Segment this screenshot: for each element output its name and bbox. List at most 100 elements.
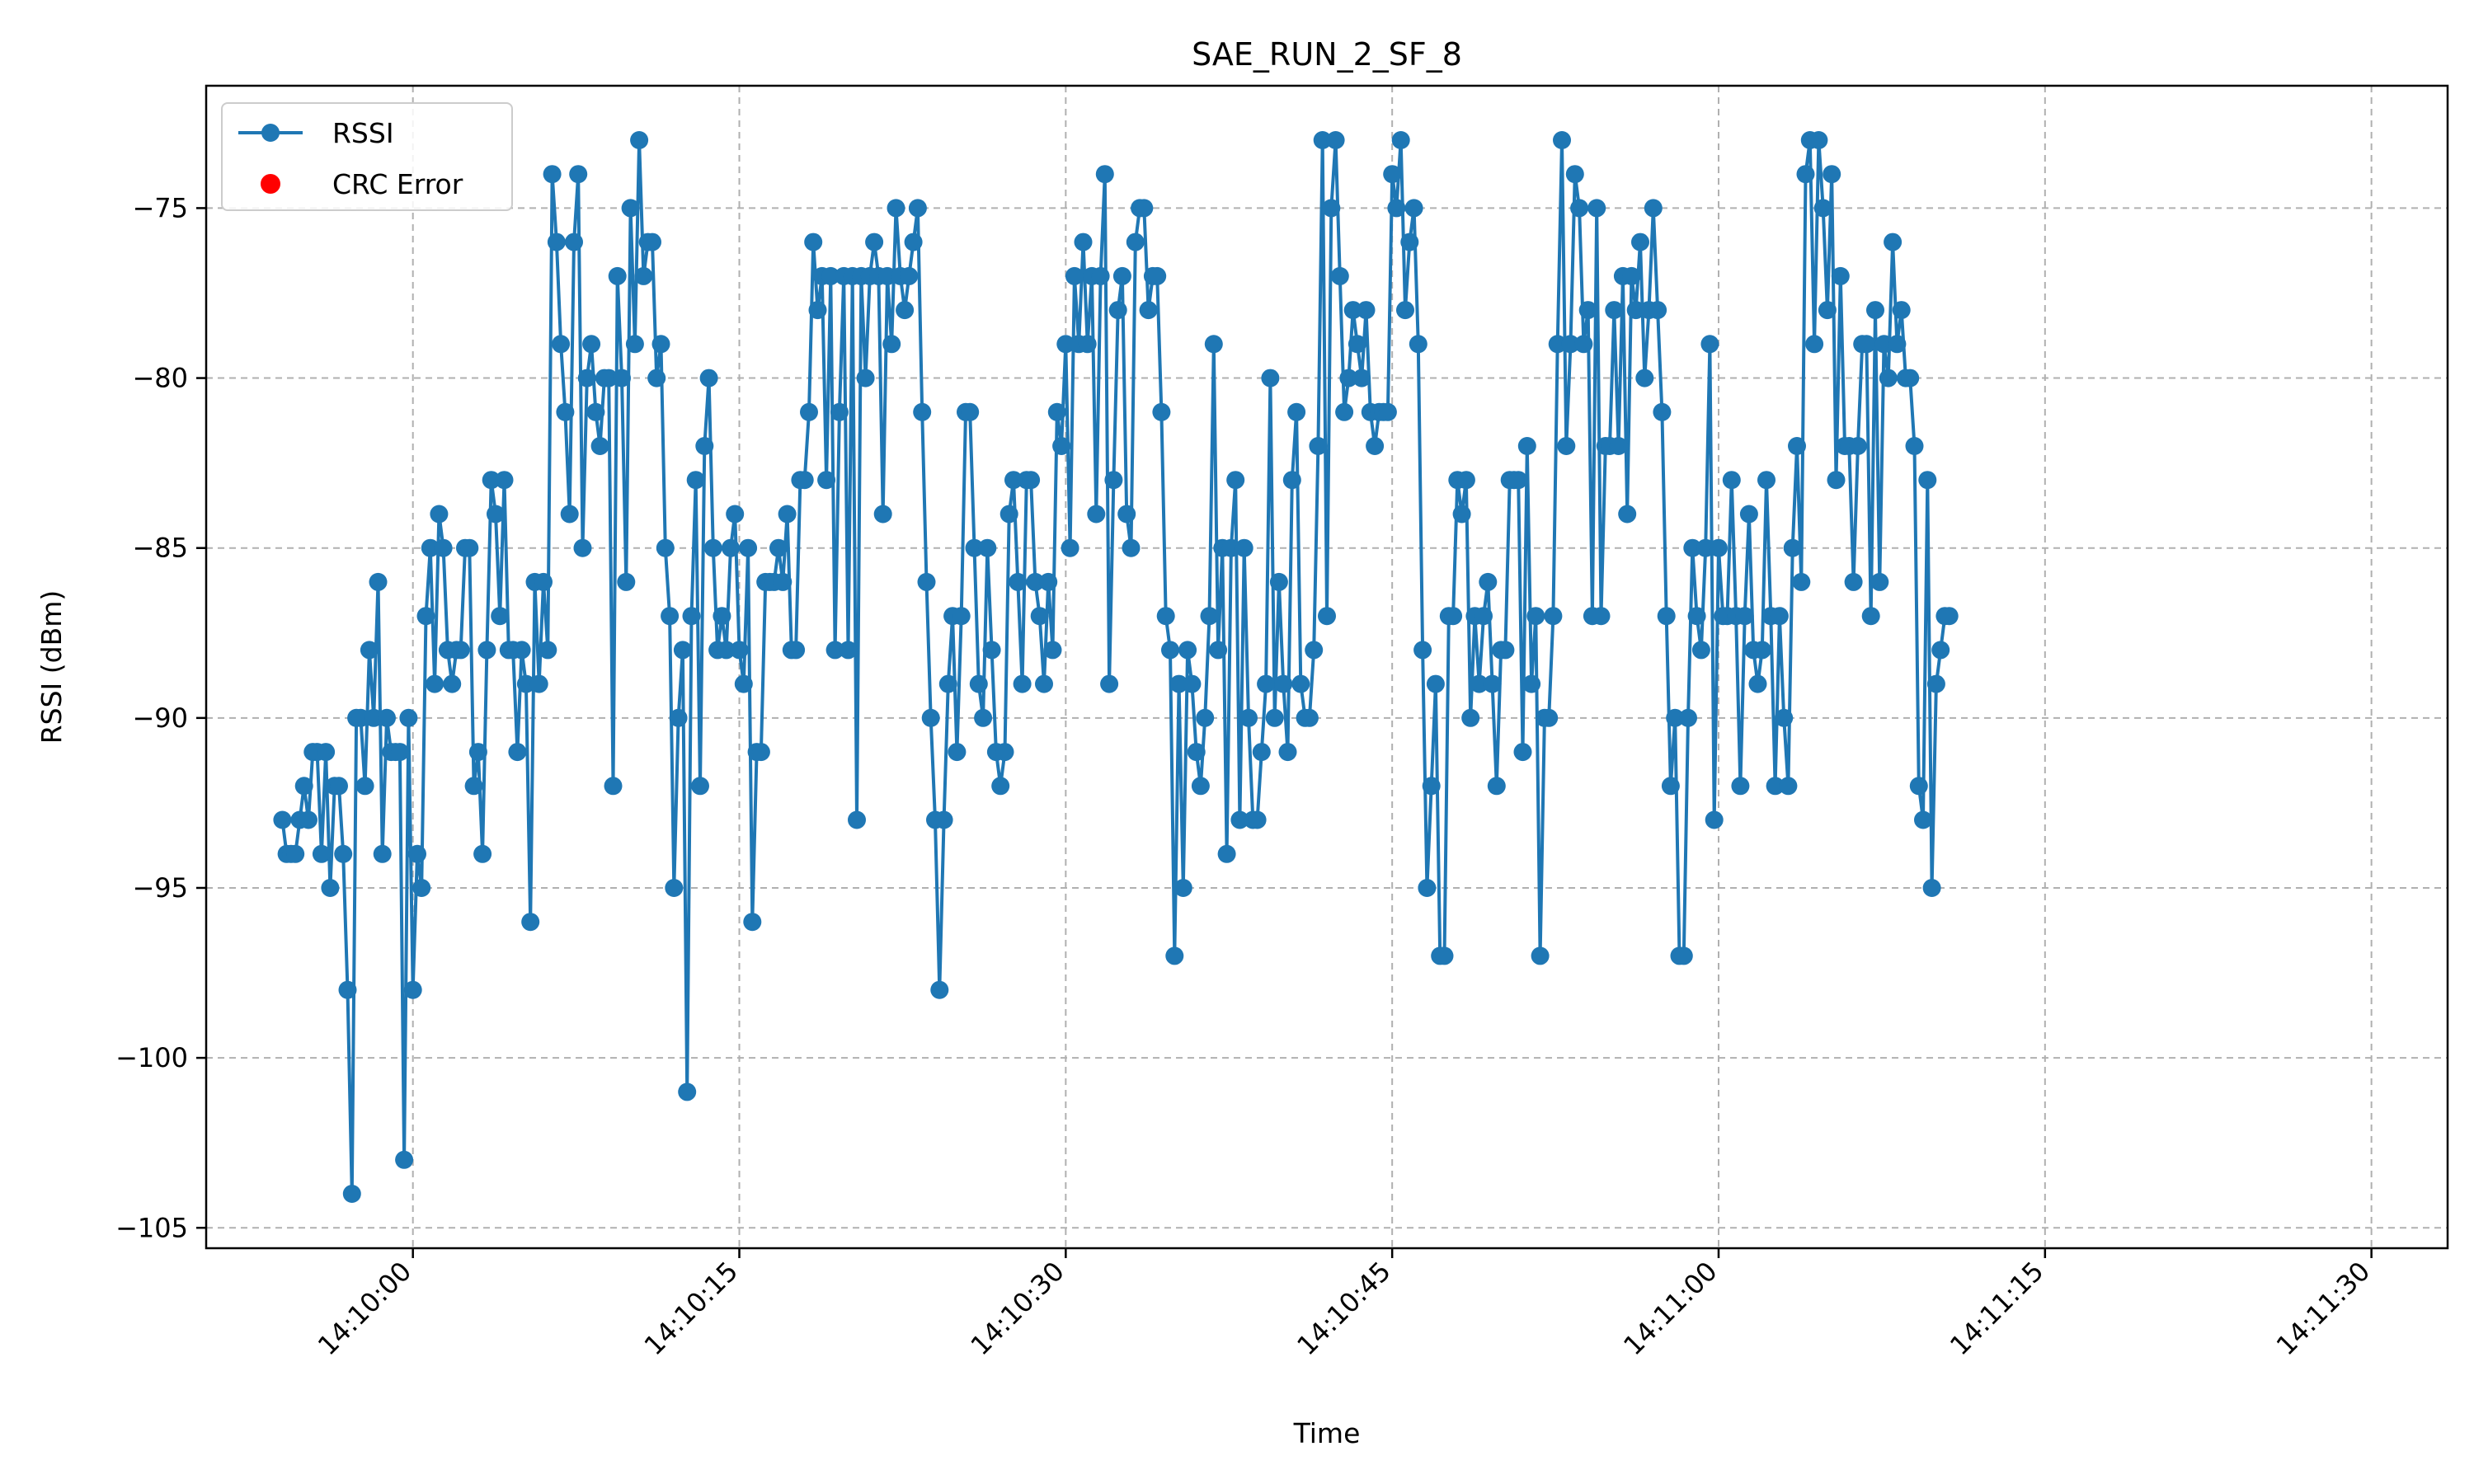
rssi-data-point [1161,641,1179,660]
rssi-data-point [896,301,915,320]
rssi-data-point [487,505,505,524]
rssi-data-point [1217,844,1236,863]
rssi-data-point [1731,777,1750,796]
rssi-data-point [1343,301,1362,320]
rssi-data-point [1278,743,1297,762]
rssi-data-point [1156,607,1175,626]
rssi-data-point [1479,572,1498,591]
rssi-data-point [882,335,901,354]
rssi-data-point [1674,946,1693,965]
rssi-data-point [856,369,875,387]
rssi-data-point [1413,641,1432,660]
rssi-data-point [1866,301,1884,320]
rssi-data-point [751,743,770,762]
rssi-data-point [969,674,988,693]
rssi-data-point [804,232,823,251]
rssi-data-point [1409,335,1427,354]
rssi-data-point [1322,199,1341,218]
rssi-data-point [1013,674,1032,693]
rssi-data-point [1291,674,1310,693]
rssi-data-point [1357,301,1376,320]
rssi-data-point [1108,301,1127,320]
rssi-data-point [1378,402,1397,421]
rssi-data-point [1169,674,1188,693]
rssi-data-point [1844,572,1863,591]
rssi-data-point [1531,946,1550,965]
rssi-data-point [1422,777,1441,796]
rssi-data-point [1309,437,1328,455]
rssi-data-point [839,641,858,660]
rssi-data-point [1165,946,1184,965]
rssi-data-point [552,335,571,354]
rssi-data-point [330,777,348,796]
rssi-data-point [1644,199,1663,218]
legend-crc-error-label: CRC Error [332,168,463,200]
rssi-data-point [556,402,575,421]
rssi-data-point [1792,572,1811,591]
rssi-data-point [982,641,1001,660]
rssi-data-point [656,538,675,557]
rssi-data-point [817,471,836,490]
rssi-data-point [722,538,740,557]
rssi-data-point [1300,708,1319,727]
rssi-data-point [1901,369,1920,387]
rssi-data-point [673,641,692,660]
y-axis-label: RSSI (dBm) [35,590,68,744]
rssi-data-point [1783,538,1802,557]
rssi-data-point [1396,301,1414,320]
rssi-data-point [848,810,866,829]
rssi-data-point [908,199,927,218]
rssi-data-point [1039,572,1058,591]
rssi-data-point [1818,301,1837,320]
rssi-data-point [1914,810,1932,829]
rssi-data-point [342,1185,361,1203]
rssi-data-point [873,505,892,524]
rssi-data-point [921,708,940,727]
rssi-data-point [608,266,627,285]
rssi-data-point [1823,165,1841,184]
rssi-data-point [273,810,292,829]
rssi-data-point [974,708,993,727]
rssi-data-point [808,301,827,320]
rssi-data-point [334,844,353,863]
rssi-data-point [991,777,1010,796]
rssi-data-point [1874,335,1893,354]
rssi-data-point [934,810,953,829]
rssi-data-point [1926,674,1945,693]
rssi-data-point [573,538,592,557]
rssi-data-point [634,266,653,285]
rssi-data-point [604,777,623,796]
rssi-series-markers [273,131,1959,1203]
rssi-data-point [451,641,470,660]
rssi-data-point [621,199,640,218]
rssi-data-point [1452,505,1471,524]
rssi-data-point [1191,777,1210,796]
plot-area-frame [205,84,2449,1250]
rssi-data-point [508,743,527,762]
rssi-data-point [355,777,374,796]
rssi-data-point [369,572,388,591]
rssi-data-point [682,607,701,626]
rssi-data-point [647,369,666,387]
rssi-data-point [1196,708,1215,727]
rssi-data-point [1857,335,1876,354]
rssi-data-point [1565,165,1584,184]
rssi-data-point [1252,743,1271,762]
rssi-data-point [1330,266,1349,285]
rssi-data-point [1574,335,1593,354]
rssi-data-point [1918,471,1937,490]
rssi-data-point [1861,607,1880,626]
rssi-data-point [1326,131,1345,149]
rssi-data-point [995,743,1014,762]
rssi-data-point [1561,335,1580,354]
rssi-data-point [625,335,644,354]
rssi-data-point [613,369,631,387]
rssi-data-point [1683,538,1702,557]
rssi-data-point [1047,402,1066,421]
rssi-data-point [512,641,531,660]
rssi-data-point [1757,471,1776,490]
rssi-data-point [1209,641,1228,660]
rssi-series-line [280,139,1950,1195]
y-tick-label: −75 [132,192,188,223]
